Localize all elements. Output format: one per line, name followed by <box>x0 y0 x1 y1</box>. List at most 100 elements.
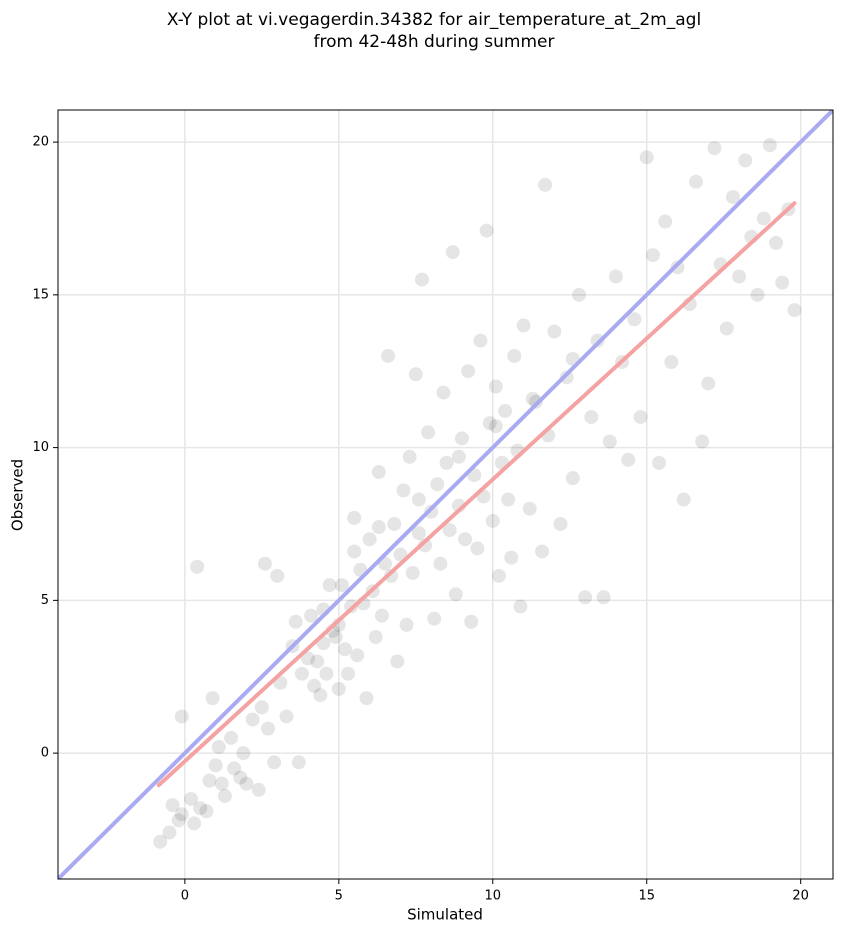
x-tick-label: 10 <box>484 889 501 904</box>
point <box>211 740 226 755</box>
point <box>193 801 208 816</box>
point <box>291 755 306 770</box>
y-tick-label: 5 <box>41 593 49 608</box>
point <box>381 348 396 363</box>
point <box>174 807 189 822</box>
point <box>430 477 445 492</box>
point <box>421 425 436 440</box>
point <box>239 776 254 791</box>
point <box>233 770 248 785</box>
point <box>479 223 494 238</box>
point <box>184 791 199 806</box>
point <box>513 599 528 614</box>
point <box>359 691 374 706</box>
point <box>464 614 479 629</box>
point <box>399 617 414 632</box>
point <box>411 526 426 541</box>
point <box>738 153 753 168</box>
point <box>670 260 685 275</box>
point <box>458 532 473 547</box>
point <box>602 434 617 449</box>
point <box>396 483 411 498</box>
point <box>439 455 454 470</box>
point <box>387 516 402 531</box>
point <box>676 492 691 507</box>
point <box>424 504 439 519</box>
point <box>267 755 282 770</box>
x-tick-label: 5 <box>335 889 343 904</box>
point <box>153 834 168 849</box>
point <box>633 410 648 425</box>
point <box>205 691 220 706</box>
point <box>658 214 673 229</box>
point <box>584 410 599 425</box>
point <box>171 813 186 828</box>
point <box>310 654 325 669</box>
point <box>491 568 506 583</box>
point <box>227 761 242 776</box>
point <box>208 758 223 773</box>
point <box>498 403 513 418</box>
point <box>762 138 777 153</box>
point <box>347 544 362 559</box>
point <box>559 370 574 385</box>
point <box>501 492 516 507</box>
point <box>433 556 448 571</box>
point <box>719 321 734 336</box>
point <box>504 550 519 565</box>
point <box>214 776 229 791</box>
point <box>187 816 202 831</box>
point <box>322 578 337 593</box>
point <box>341 666 356 681</box>
point <box>547 324 562 339</box>
point <box>578 590 593 605</box>
y-tick-label: 10 <box>32 440 49 455</box>
point <box>553 516 568 531</box>
point <box>538 177 553 192</box>
point <box>565 471 580 486</box>
x-tick-label: 0 <box>181 889 189 904</box>
point <box>590 333 605 348</box>
point <box>368 630 383 645</box>
point <box>279 709 294 724</box>
point <box>482 416 497 431</box>
point <box>411 492 426 507</box>
point <box>251 782 266 797</box>
point <box>199 804 214 819</box>
point <box>334 578 349 593</box>
point <box>427 611 442 626</box>
point <box>301 651 316 666</box>
point <box>725 190 740 205</box>
point <box>596 590 611 605</box>
point <box>414 272 429 287</box>
point <box>371 520 386 535</box>
point <box>448 587 463 602</box>
point <box>390 654 405 669</box>
point <box>451 449 466 464</box>
point <box>461 364 476 379</box>
y-tick-label: 0 <box>41 746 49 761</box>
point <box>769 235 784 250</box>
point <box>313 688 328 703</box>
point <box>418 538 433 553</box>
point <box>245 712 260 727</box>
chart-title: from 42-48h during summer <box>314 32 555 52</box>
point <box>288 614 303 629</box>
point <box>374 608 389 623</box>
point <box>707 141 722 156</box>
point <box>787 303 802 318</box>
point <box>236 746 251 761</box>
point <box>384 568 399 583</box>
point <box>165 798 180 813</box>
point <box>254 700 269 715</box>
point <box>337 642 352 657</box>
point <box>202 773 217 788</box>
x-tick-label: 15 <box>638 889 655 904</box>
point <box>319 666 334 681</box>
point <box>393 547 408 562</box>
point <box>750 287 765 302</box>
y-tick-label: 20 <box>32 135 49 150</box>
point <box>473 333 488 348</box>
point <box>350 648 365 663</box>
